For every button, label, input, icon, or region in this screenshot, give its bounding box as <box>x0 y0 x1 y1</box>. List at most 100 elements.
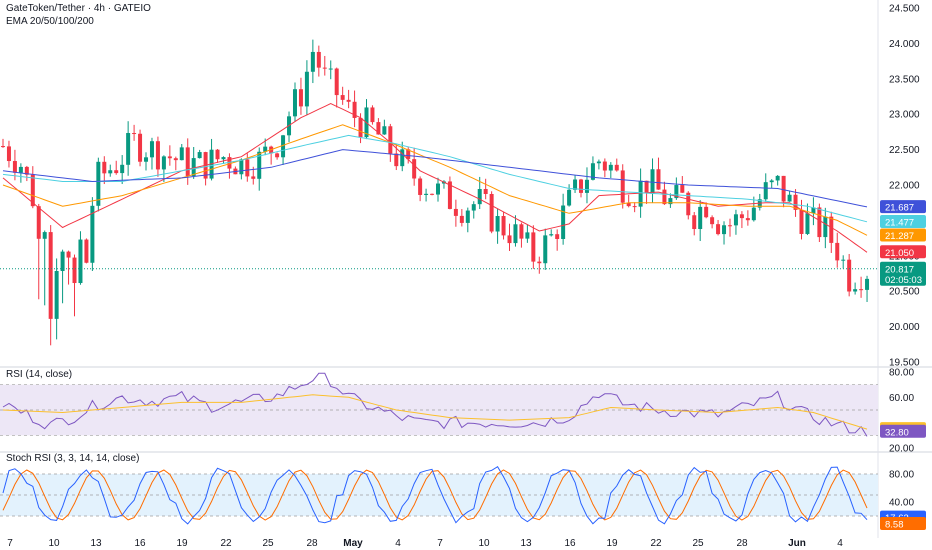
ema-line-ema50 <box>2 124 868 236</box>
candle-body <box>376 122 381 135</box>
stoch-badge-label: 8.58 <box>885 519 904 530</box>
rsi-title: RSI (14, close) <box>6 369 73 380</box>
candle-body <box>537 261 542 264</box>
candle-body <box>155 141 160 170</box>
candle-body <box>543 235 548 264</box>
candle-body <box>567 189 572 206</box>
price-tick-label: 20.500 <box>889 287 920 298</box>
x-tick-label: 7 <box>7 538 13 549</box>
candle-body <box>817 207 822 238</box>
candle-body <box>453 208 458 216</box>
chart-title: GateToken/Tether · 4h · GATEIO <box>6 3 151 14</box>
candle-body <box>334 68 339 96</box>
candle-body <box>185 147 190 176</box>
candle-body <box>596 161 601 164</box>
stoch-d-line <box>2 469 868 521</box>
candle-body <box>495 216 500 232</box>
candle-body <box>96 161 101 206</box>
x-tick-label: 7 <box>437 538 443 549</box>
x-tick-label: 22 <box>220 538 232 549</box>
candle-body <box>745 218 750 221</box>
stoch-title: Stoch RSI (3, 3, 14, 14, close) <box>6 453 140 464</box>
candle-body <box>400 149 405 167</box>
candle-body <box>12 161 17 173</box>
candle-body <box>48 232 53 319</box>
stoch-badge <box>880 516 926 530</box>
candle-body <box>304 71 309 107</box>
candle-body <box>263 146 268 152</box>
candle-body <box>197 152 202 159</box>
candle-body <box>865 278 870 290</box>
price-tick-label: 22.500 <box>889 145 920 156</box>
x-tick-label: 19 <box>176 538 188 549</box>
candle-body <box>447 181 452 209</box>
candle-body <box>519 224 524 239</box>
candle-body <box>281 135 286 158</box>
candle-body <box>829 216 834 243</box>
x-tick-label: 25 <box>692 538 704 549</box>
x-tick-label: 19 <box>606 538 618 549</box>
candle-body <box>114 170 119 174</box>
candle-body <box>352 101 357 118</box>
candle-body <box>78 239 83 284</box>
candle-body <box>436 183 440 195</box>
ema-badge-label: 21.050 <box>885 248 914 259</box>
candle-body <box>36 206 41 239</box>
candle-body <box>847 259 852 292</box>
last-price-badge <box>880 261 926 286</box>
candle-body <box>191 158 196 176</box>
candle-body <box>465 210 470 223</box>
candle-body <box>412 159 417 179</box>
candle-body <box>30 174 35 207</box>
candle-body <box>257 151 262 179</box>
candle-body <box>549 234 554 236</box>
candle-body <box>859 289 864 291</box>
price-tick-label: 24.500 <box>889 4 920 15</box>
candle-body <box>406 149 411 160</box>
candle-body <box>608 164 613 171</box>
candle-body <box>483 189 488 194</box>
rsi-tick-label: 20.00 <box>889 444 914 455</box>
candle-body <box>239 159 244 175</box>
candle-body <box>370 107 375 123</box>
candle-body <box>692 215 697 230</box>
candle-body <box>120 164 125 174</box>
candle-body <box>555 234 560 239</box>
candle-body <box>650 169 655 194</box>
candle-body <box>853 289 858 292</box>
candle-body <box>149 141 154 158</box>
rsi-badge-label: 32.80 <box>885 427 909 438</box>
candle-body <box>6 146 11 162</box>
candle-body <box>733 214 738 226</box>
candle-body <box>531 232 536 262</box>
candle-body <box>132 133 137 135</box>
candle-body <box>358 117 363 138</box>
x-tick-label: 16 <box>134 538 146 549</box>
x-tick-label: May <box>343 538 363 549</box>
candle-body <box>579 179 584 193</box>
ema-legend: EMA 20/50/100/200 <box>6 16 94 27</box>
candle-body <box>221 157 226 160</box>
candle-body <box>161 156 166 170</box>
candle-body <box>179 147 184 161</box>
candle-body <box>316 51 321 68</box>
ema-badge-label: 21.287 <box>885 231 914 242</box>
candle-body <box>727 225 732 227</box>
candle-body <box>769 180 774 183</box>
candle-body <box>513 224 518 244</box>
candle-body <box>459 215 464 223</box>
candle-body <box>602 161 607 171</box>
price-tick-label: 24.000 <box>889 39 920 50</box>
ema-badge <box>880 245 926 259</box>
candle-body <box>775 175 780 181</box>
candle-body <box>310 51 315 72</box>
ema-badge-label: 21.687 <box>885 203 914 214</box>
candle-body <box>751 207 756 221</box>
x-tick-label: 4 <box>395 538 401 549</box>
candle-body <box>841 259 846 261</box>
candle-body <box>638 180 643 207</box>
candle-body <box>90 205 95 263</box>
candle-body <box>584 179 589 193</box>
ema-badge-label: 21.477 <box>885 218 914 229</box>
